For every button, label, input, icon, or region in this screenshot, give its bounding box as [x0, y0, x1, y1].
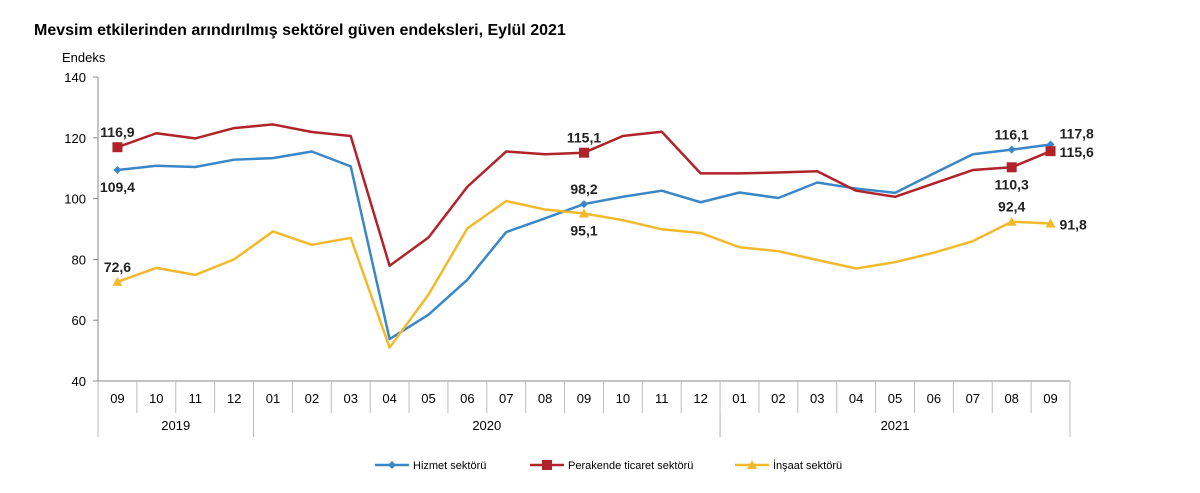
- x-tick-label: 02: [305, 391, 319, 406]
- data-point: [579, 208, 589, 218]
- x-tick-label: 06: [927, 391, 941, 406]
- x-tick-label: 03: [343, 391, 357, 406]
- x-tick-label: 05: [888, 391, 902, 406]
- x-tick-label: 08: [1004, 391, 1018, 406]
- legend-marker: [388, 461, 396, 469]
- data-point: [580, 200, 588, 209]
- data-point: [112, 276, 123, 286]
- chart-title: Mevsim etkilerinden arındırılmış sektöre…: [34, 22, 566, 39]
- x-tick-label: 10: [149, 391, 163, 406]
- x-tick-label: 09: [577, 391, 591, 406]
- x-tick-label: 04: [382, 391, 396, 406]
- legend-marker: [747, 460, 757, 469]
- x-tick-label: 11: [655, 391, 669, 406]
- legend-label: Perakende ticaret sektörü: [568, 460, 693, 472]
- x-tick-label: 11: [188, 391, 202, 406]
- data-label: 98,2: [570, 181, 597, 197]
- data-label: 110,3: [995, 176, 1029, 192]
- data-point: [1007, 145, 1016, 154]
- x-tick-label: 09: [1043, 391, 1057, 406]
- y-tick-label: 80: [72, 252, 86, 267]
- y-tick-label: 100: [64, 192, 86, 207]
- x-tick-label: 08: [538, 391, 552, 406]
- data-point: [1045, 218, 1056, 228]
- data-point: [112, 142, 123, 153]
- data-point: [113, 166, 122, 175]
- year-label: 2021: [881, 418, 910, 433]
- data-label: 116,1: [995, 127, 1029, 143]
- x-tick-label: 01: [732, 391, 746, 406]
- data-label: 95,1: [570, 222, 597, 238]
- y-tick-label: 60: [72, 313, 86, 328]
- data-label: 115,1: [567, 130, 601, 146]
- y-axis-label: Endeks: [62, 50, 106, 65]
- x-tick-label: 01: [266, 391, 280, 406]
- x-tick-label: 07: [966, 391, 980, 406]
- year-label: 2019: [161, 418, 190, 433]
- year-label: 2020: [472, 418, 501, 433]
- x-tick-label: 10: [616, 391, 630, 406]
- data-point: [1006, 216, 1017, 226]
- x-tick-label: 03: [810, 391, 824, 406]
- x-tick-label: 12: [693, 391, 707, 406]
- legend-marker: [542, 460, 552, 470]
- data-label: 116,9: [100, 124, 134, 140]
- data-point: [1006, 162, 1017, 173]
- y-tick-label: 140: [64, 70, 86, 85]
- data-label: 72,6: [104, 259, 131, 275]
- x-tick-label: 12: [227, 391, 241, 406]
- x-tick-label: 07: [499, 391, 513, 406]
- legend-label: İnşaat sektörü: [773, 459, 842, 472]
- data-point: [1045, 146, 1056, 157]
- data-label: 91,8: [1060, 217, 1087, 233]
- y-tick-label: 40: [72, 374, 86, 389]
- x-tick-label: 05: [421, 391, 435, 406]
- data-point: [579, 147, 589, 158]
- data-label: 115,6: [1060, 144, 1094, 160]
- data-label: 117,8: [1060, 125, 1094, 141]
- data-label: 109,4: [100, 179, 135, 195]
- y-tick-label: 120: [64, 131, 86, 146]
- x-tick-label: 06: [460, 391, 474, 406]
- x-tick-label: 02: [771, 391, 785, 406]
- x-tick-label: 04: [849, 391, 863, 406]
- x-tick-label: 09: [110, 391, 124, 406]
- legend-label: Hizmet sektörü: [413, 460, 486, 472]
- data-label: 92,4: [998, 199, 1025, 215]
